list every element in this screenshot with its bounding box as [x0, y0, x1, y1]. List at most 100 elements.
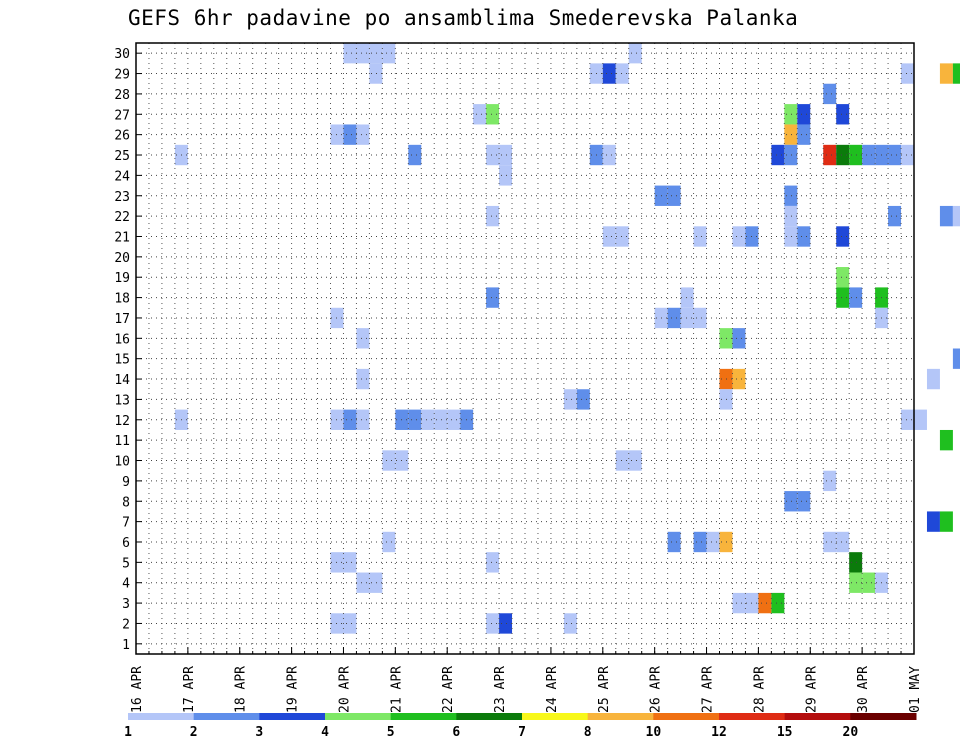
precip-cell [667, 531, 681, 553]
precip-cell [758, 592, 772, 614]
precip-cell [719, 368, 733, 390]
colorbar-label: 20 [843, 725, 859, 740]
precip-cell [356, 572, 370, 593]
precip-cell [823, 83, 837, 105]
precip-cell [836, 287, 850, 308]
precip-cell [836, 104, 850, 125]
precip-cell [576, 389, 590, 410]
x-tick-label: 25 APR [597, 666, 612, 713]
precip-cell [784, 104, 798, 125]
precip-cell [706, 531, 720, 553]
colorbar-label: 10 [646, 725, 662, 740]
precip-cell [939, 429, 953, 451]
x-tick-label: 24 APR [545, 666, 560, 713]
x-tick-label: 18 APR [234, 666, 249, 713]
precip-cell [784, 144, 798, 166]
precip-cell [680, 287, 694, 308]
x-tick-label: 21 APR [389, 666, 404, 713]
precip-cell [615, 226, 629, 247]
precip-cell [486, 613, 500, 634]
precip-cell [784, 185, 798, 206]
precip-cell [602, 63, 616, 84]
precip-cell [343, 124, 357, 145]
precip-cell [369, 572, 383, 593]
precip-cell [952, 63, 960, 84]
y-tick-label: 18 [114, 292, 130, 307]
colorbar-swatch [325, 713, 392, 720]
precip-cell [771, 144, 785, 166]
precip-cell [797, 124, 811, 145]
y-tick-label: 5 [122, 556, 130, 571]
precip-cell [952, 205, 960, 227]
precip-cell [486, 205, 500, 227]
precip-cell [499, 613, 513, 634]
y-tick-label: 27 [114, 108, 130, 123]
x-tick-label: 27 APR [701, 666, 716, 713]
y-tick-label: 7 [122, 516, 130, 531]
precip-cell [836, 531, 850, 553]
x-tick-label: 16 APR [130, 666, 145, 713]
precip-cell [356, 368, 370, 390]
colorbar-swatch [522, 713, 589, 720]
precip-cell [952, 348, 960, 369]
precip-cell [356, 328, 370, 349]
precip-cell [719, 389, 733, 410]
precip-cell [343, 552, 357, 573]
colorbar-swatch [719, 713, 786, 720]
precip-cell [356, 409, 370, 430]
y-tick-label: 30 [114, 47, 130, 62]
precip-cell [408, 144, 422, 166]
x-tick-label: 29 APR [804, 666, 819, 713]
precip-cell [680, 307, 694, 329]
precip-cell [732, 226, 746, 247]
precip-cell [901, 144, 914, 166]
precip-cell [499, 165, 513, 186]
precip-cell [901, 409, 914, 430]
precip-cell [836, 144, 850, 166]
precip-cell [914, 409, 927, 430]
precip-cell [771, 592, 785, 614]
y-tick-label: 8 [122, 495, 130, 510]
y-tick-label: 1 [122, 638, 130, 653]
precip-cell [499, 144, 513, 166]
precip-cell [732, 592, 746, 614]
precip-cell [849, 552, 863, 573]
precip-cell [447, 409, 461, 430]
precip-cell [434, 409, 448, 430]
precip-cell [823, 531, 837, 553]
x-tick-label: 30 APR [856, 666, 871, 713]
plot-frame [135, 42, 915, 655]
y-tick-label: 20 [114, 251, 130, 266]
colorbar-swatch [456, 713, 523, 720]
precip-cell [784, 491, 798, 512]
colorbar-swatch [259, 713, 326, 720]
colorbar-label: 1 [124, 725, 132, 740]
colorbar-label: 12 [711, 725, 727, 740]
precip-cell [486, 104, 500, 125]
colorbar-swatch [850, 713, 917, 720]
precip-cell [421, 409, 435, 430]
precip-cell [628, 43, 642, 64]
y-tick-label: 13 [114, 393, 130, 408]
precip-cell [926, 368, 940, 390]
colorbar-label: 3 [255, 725, 263, 740]
y-tick-label: 10 [114, 455, 130, 470]
precip-cell [901, 63, 914, 84]
y-tick-label: 22 [114, 210, 130, 225]
precip-cell [602, 226, 616, 247]
colorbar-label: 5 [387, 725, 395, 740]
precip-cell [486, 552, 500, 573]
precip-cell [939, 511, 953, 532]
y-tick-label: 25 [114, 149, 130, 164]
colorbar-label: 6 [452, 725, 460, 740]
y-tick-label: 4 [122, 577, 130, 592]
x-tick-label: 26 APR [649, 666, 664, 713]
x-tick-label: 19 APR [286, 666, 301, 713]
colorbar-swatch [653, 713, 720, 720]
precip-cell [849, 572, 863, 593]
colorbar-swatch [587, 713, 654, 720]
precip-cell [784, 205, 798, 227]
precip-cell [615, 63, 629, 84]
x-tick-label: 01 MAY [908, 666, 923, 713]
precip-cell [888, 205, 902, 227]
